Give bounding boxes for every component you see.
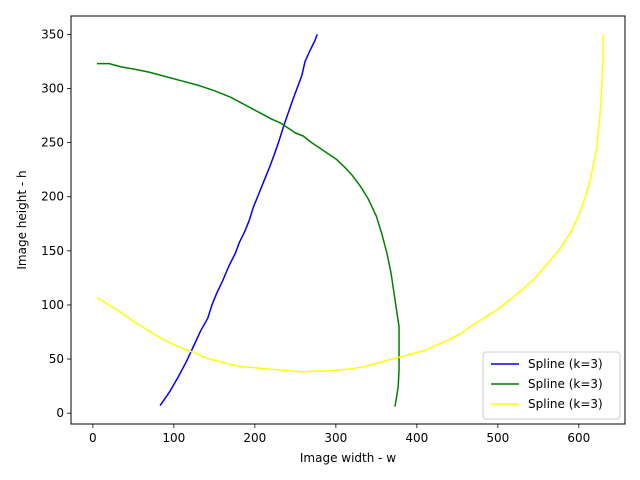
y-tick-label: 150 [41, 244, 64, 258]
legend-label-3: Spline (k=3) [528, 397, 603, 411]
series-line-3 [96, 34, 604, 373]
y-tick-label: 0 [56, 406, 64, 420]
plot-frame [70, 15, 626, 425]
x-axis-label: Image width - w [300, 451, 396, 465]
legend: Spline (k=3) Spline (k=3) Spline (k=3) [482, 351, 621, 420]
y-tick-label: 350 [41, 27, 64, 41]
series-layer [96, 34, 604, 407]
x-tick-label: 600 [567, 431, 590, 445]
y-axis-ticks: 0 50 100 150 200 250 300 350 [41, 27, 71, 420]
x-tick-label: 400 [405, 431, 428, 445]
y-tick-label: 250 [41, 136, 64, 150]
legend-box [482, 351, 621, 420]
x-tick-label: 100 [162, 431, 185, 445]
y-tick-label: 200 [41, 190, 64, 204]
x-tick-label: 200 [243, 431, 266, 445]
y-tick-label: 50 [49, 352, 64, 366]
x-tick-label: 0 [89, 431, 97, 445]
x-axis-ticks: 0 100 200 300 400 500 600 [89, 424, 590, 445]
series-line-2 [96, 62, 400, 407]
y-tick-label: 100 [41, 298, 64, 312]
x-tick-label: 500 [486, 431, 509, 445]
legend-label-2: Spline (k=3) [528, 377, 603, 391]
series-line-1 [159, 34, 318, 407]
x-tick-label: 300 [324, 431, 347, 445]
y-tick-label: 300 [41, 82, 64, 96]
legend-label-1: Spline (k=3) [528, 357, 603, 371]
y-axis-label: Image height - h [15, 170, 29, 269]
